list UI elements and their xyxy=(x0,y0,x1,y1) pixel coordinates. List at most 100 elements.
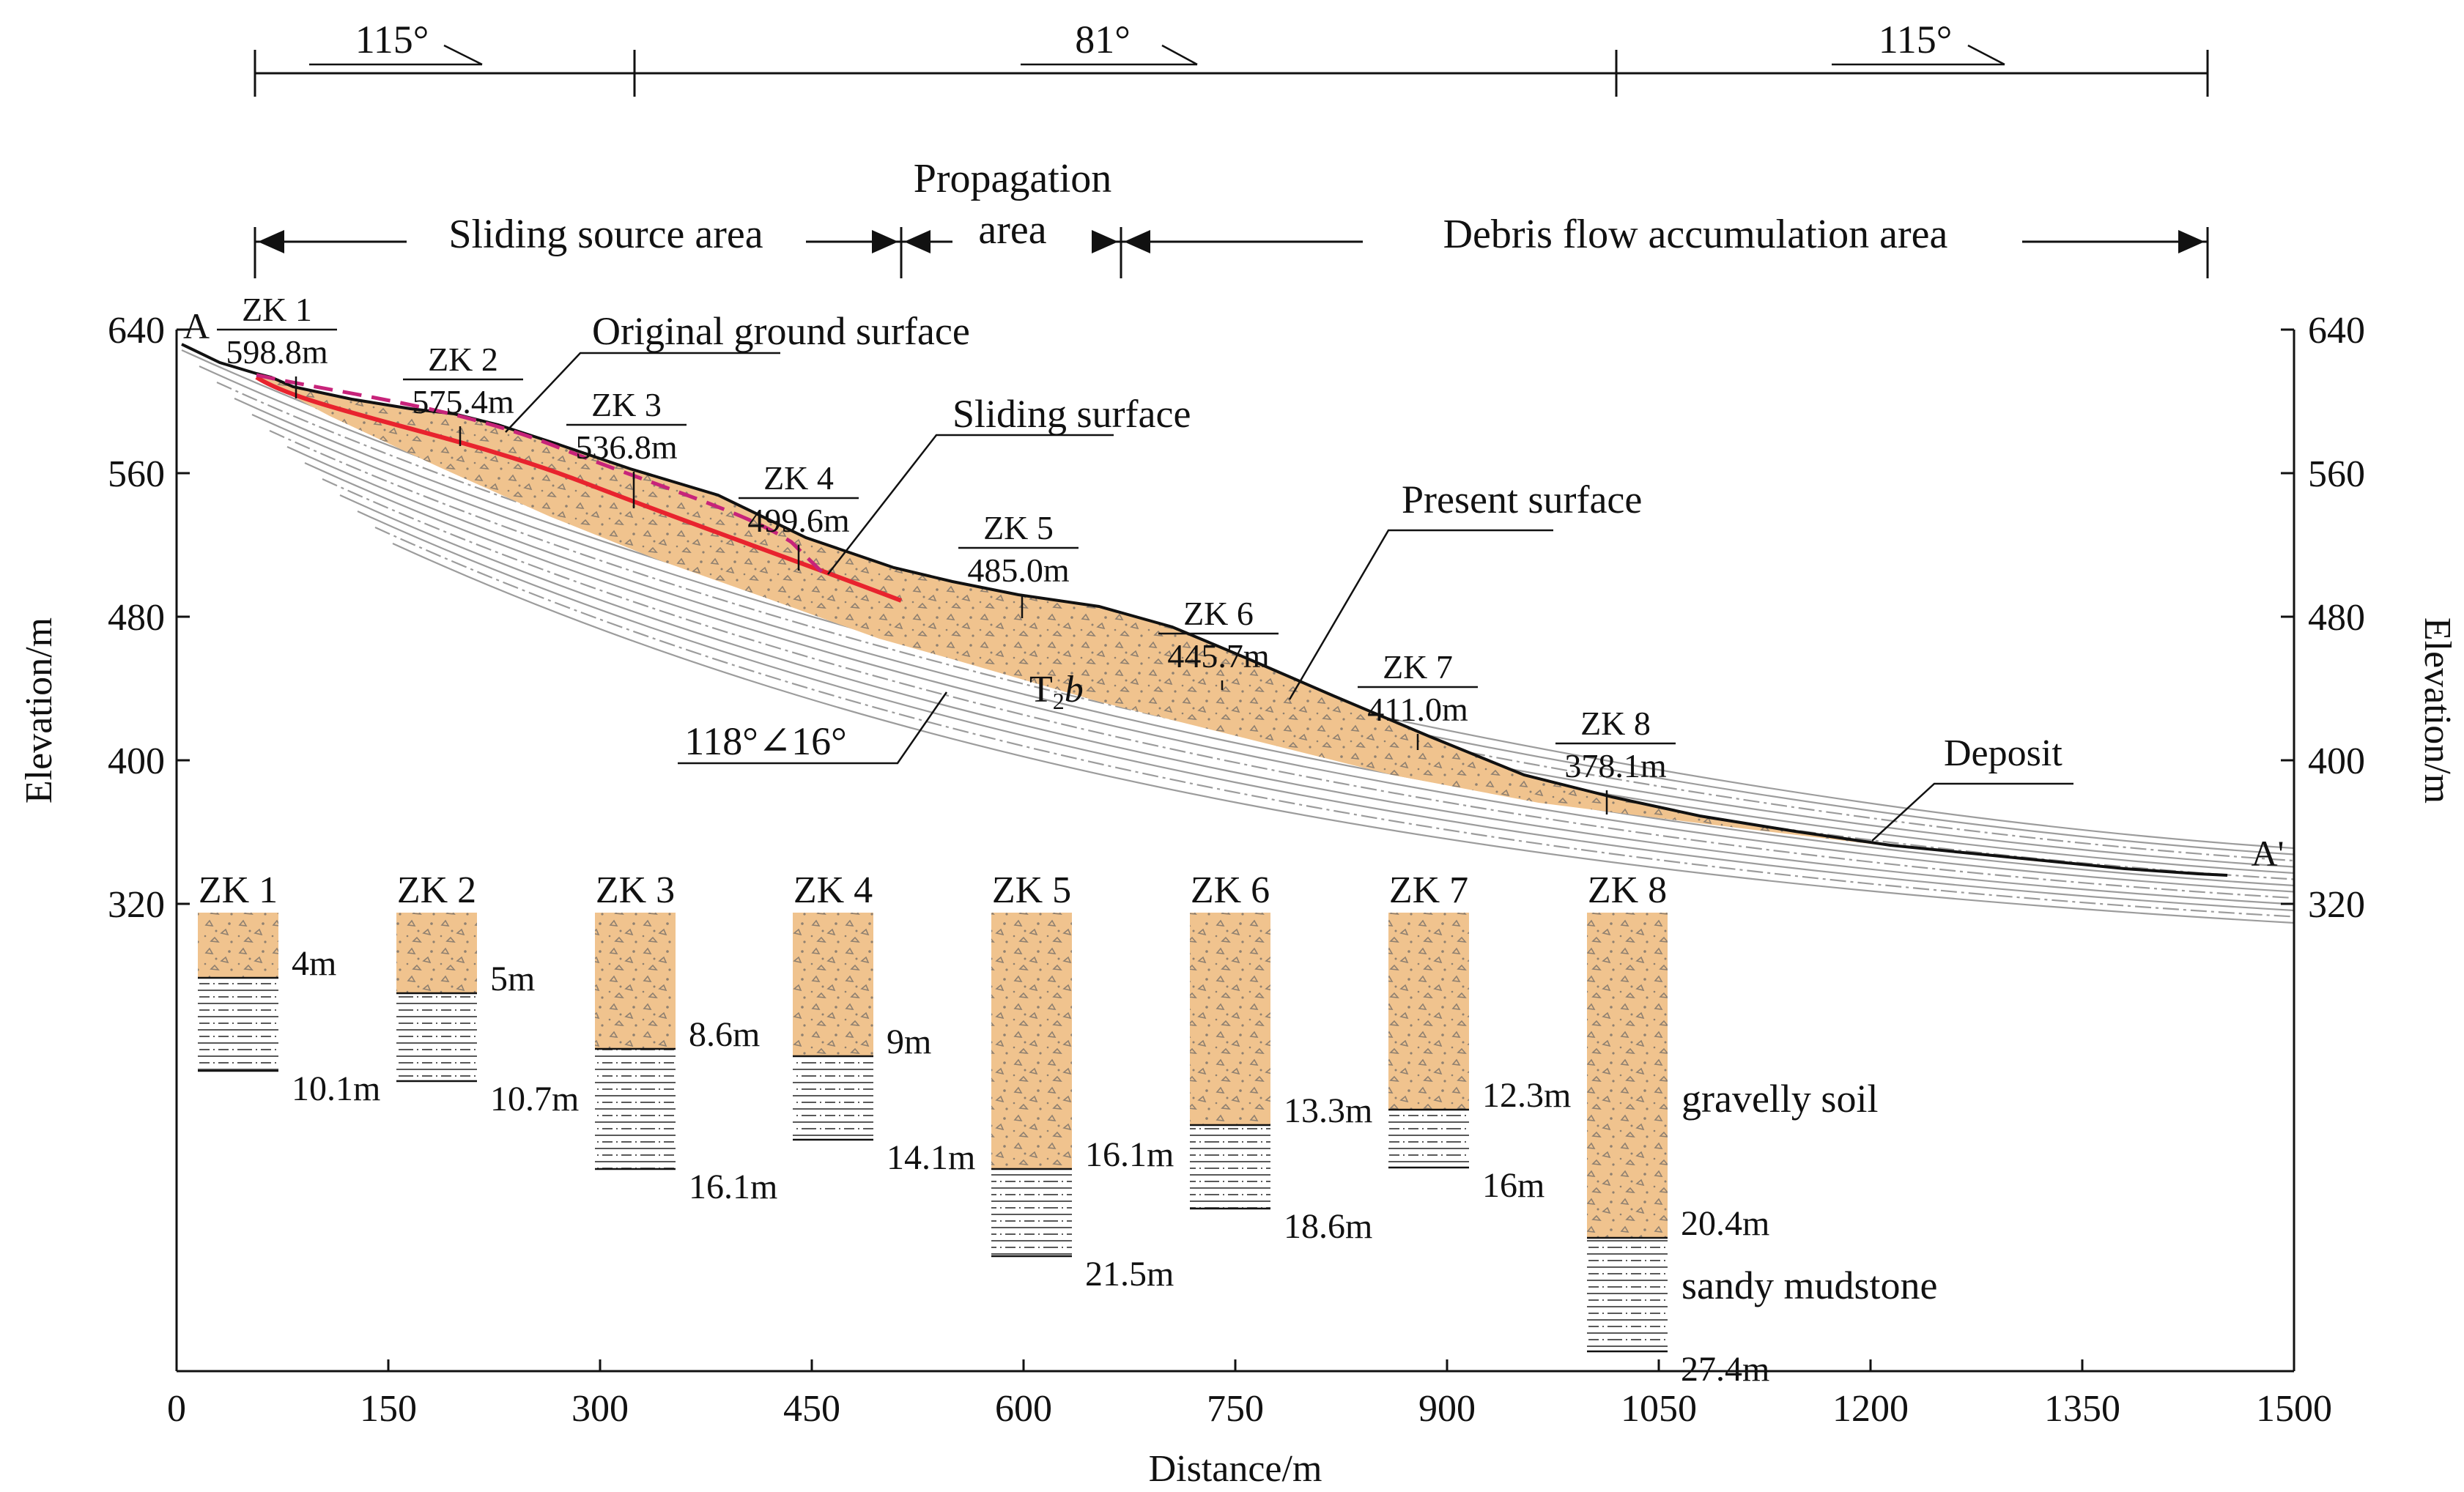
legend-sandy-mudstone: sandy mudstone xyxy=(1681,1263,1937,1307)
borehole-name-label: ZK 6 xyxy=(1183,595,1254,632)
x-tick-label: 150 xyxy=(360,1388,417,1430)
column-soil-depth-label: 12.3m xyxy=(1482,1076,1571,1115)
column-sandy-mudstone xyxy=(1190,1125,1270,1209)
column-total-depth-label: 16m xyxy=(1482,1166,1544,1205)
x-tick-label: 600 xyxy=(995,1388,1052,1430)
y-tick-label-right: 400 xyxy=(2308,741,2365,782)
x-tick-label: 1350 xyxy=(2044,1388,2120,1430)
zone-propagation-line1: Propagation xyxy=(914,156,1112,201)
column-gravelly-soil xyxy=(1190,913,1270,1125)
zone-sliding-source: Sliding source area xyxy=(448,212,763,257)
y-tick-label-right: 560 xyxy=(2308,453,2365,495)
borehole-elevation-label: 411.0m xyxy=(1367,691,1468,728)
borehole-elevation-label: 598.8m xyxy=(226,333,328,371)
column-soil-depth-label: 16.1m xyxy=(1085,1135,1174,1174)
borehole-elevation-label: 536.8m xyxy=(575,428,678,466)
column-soil-depth-label: 5m xyxy=(490,960,535,998)
borehole-name-label: ZK 7 xyxy=(1383,648,1453,686)
y-tick-label-right: 320 xyxy=(2308,884,2365,926)
column-name-label: ZK 6 xyxy=(1191,869,1270,911)
bedding-line xyxy=(339,494,2295,905)
column-total-depth-label: 10.1m xyxy=(292,1069,380,1108)
bedding-line xyxy=(357,510,2295,912)
column-sandy-mudstone xyxy=(396,993,477,1081)
bedding-line xyxy=(304,461,2295,893)
formation-subscript: 2 xyxy=(1053,688,1065,714)
borehole-name-label: ZK 1 xyxy=(242,291,312,328)
y-tick-label-right: 640 xyxy=(2308,310,2365,352)
legend-gravelly-soil: gravelly soil xyxy=(1681,1077,1878,1121)
y-axis-title-left: Elevation/m xyxy=(18,617,60,803)
y-tick-label-left: 480 xyxy=(108,597,165,639)
x-axis-title: Distance/m xyxy=(1149,1448,1322,1490)
zone-label-bg xyxy=(1363,212,2022,261)
sliding-surface-label: Sliding surface xyxy=(952,392,1191,436)
column-total-depth-label: 16.1m xyxy=(689,1168,777,1206)
x-tick-label: 450 xyxy=(783,1388,840,1430)
column-sandy-mudstone xyxy=(198,978,278,1071)
column-name-label: ZK 3 xyxy=(596,869,675,911)
dip-direction-bar xyxy=(254,44,2209,97)
column-gravelly-soil xyxy=(793,913,873,1056)
column-gravelly-soil xyxy=(1587,913,1668,1238)
x-tick-label: 300 xyxy=(571,1388,629,1430)
bedding-line xyxy=(322,478,2295,899)
axes: 0 150 300 450 600 750 900 1050 1200 1350 1500 640 6… xyxy=(108,310,2365,1430)
dip-label-2: 81° xyxy=(1075,18,1131,62)
column-soil-depth-label: 9m xyxy=(887,1022,931,1061)
column-sandy-mudstone xyxy=(1587,1238,1668,1351)
column-total-depth-label: 21.5m xyxy=(1085,1255,1174,1294)
column-gravelly-soil xyxy=(198,913,278,978)
borehole-name-label: ZK 5 xyxy=(983,509,1054,546)
x-tick-label: 750 xyxy=(1207,1388,1264,1430)
x-tick-label: 900 xyxy=(1418,1388,1476,1430)
borehole-elevation-label: 378.1m xyxy=(1564,747,1667,784)
borehole-name-label: ZK 2 xyxy=(428,341,498,378)
formation-letter: T xyxy=(1029,669,1053,710)
column-name-label: ZK 7 xyxy=(1389,869,1468,911)
column-name-label: ZK 5 xyxy=(992,869,1071,911)
borehole-elevation-label: 445.7m xyxy=(1167,637,1270,675)
column-name-label: ZK 4 xyxy=(793,869,873,911)
column-gravelly-soil xyxy=(1388,913,1469,1110)
column-soil-depth-label: 8.6m xyxy=(689,1015,760,1054)
sliding-surface-line xyxy=(255,375,903,603)
zone-accumulation: Debris flow accumulation area xyxy=(1443,212,1948,257)
y-tick-label-left: 320 xyxy=(108,884,165,926)
borehole-name-label: ZK 8 xyxy=(1580,705,1651,742)
y-tick-label-left: 400 xyxy=(108,741,165,782)
original-ground-surface-label: Original ground surface xyxy=(592,309,970,353)
borehole-elevation-label: 485.0m xyxy=(967,552,1070,589)
column-gravelly-soil xyxy=(991,913,1072,1169)
column-sandy-mudstone xyxy=(1388,1110,1469,1168)
x-tick-label: 0 xyxy=(167,1388,186,1430)
bedding-line xyxy=(286,445,2295,887)
y-tick-label-left: 640 xyxy=(108,310,165,352)
column-total-depth-label: 27.4m xyxy=(1681,1350,1769,1389)
column-sandy-mudstone xyxy=(793,1056,873,1140)
profile-start-label: A xyxy=(183,305,210,346)
bedding-line xyxy=(392,542,2295,924)
column-total-depth-label: 18.6m xyxy=(1284,1207,1372,1246)
column-gravelly-soil xyxy=(396,913,477,993)
bedding-line xyxy=(374,526,2295,918)
column-soil-depth-label: 13.3m xyxy=(1284,1091,1372,1130)
dip-label-1: 115° xyxy=(355,18,429,62)
y-tick-label-left: 560 xyxy=(108,453,165,495)
borehole-elevation-label: 499.6m xyxy=(747,502,850,539)
column-total-depth-label: 14.1m xyxy=(887,1138,975,1177)
original-ground-surface-line xyxy=(256,373,826,576)
profile-end-label: A' xyxy=(2251,833,2284,874)
column-total-depth-label: 10.7m xyxy=(490,1080,579,1118)
column-name-label: ZK 2 xyxy=(397,869,476,911)
column-gravelly-soil xyxy=(595,913,676,1049)
zone-propagation-line2: area xyxy=(978,207,1046,253)
x-tick-label: 1500 xyxy=(2256,1388,2332,1430)
callout-leaders xyxy=(505,352,2073,842)
x-tick-label: 1050 xyxy=(1621,1388,1697,1430)
bedding-line xyxy=(216,381,2295,862)
deposit-label: Deposit xyxy=(1944,732,2062,774)
column-name-label: ZK 8 xyxy=(1588,869,1667,911)
column-soil-depth-label: 4m xyxy=(292,944,336,983)
